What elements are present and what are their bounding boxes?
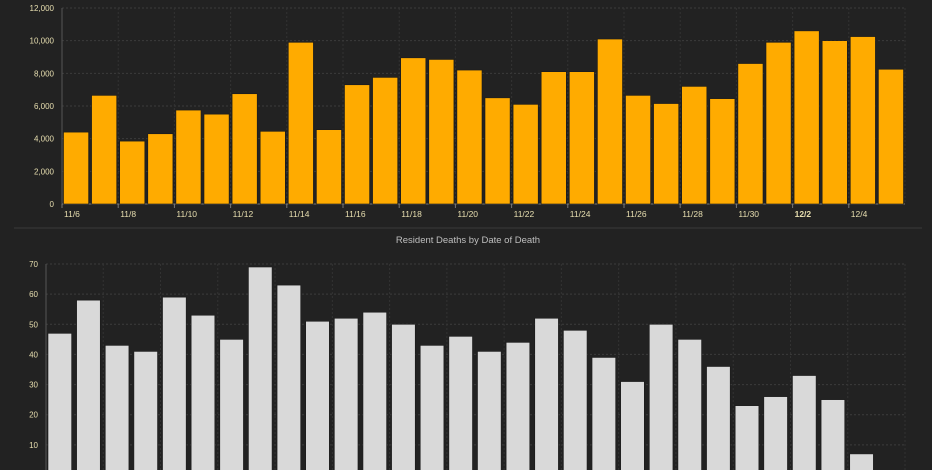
bar bbox=[568, 71, 595, 205]
y-tick-label: 70 bbox=[29, 260, 38, 269]
bar bbox=[316, 129, 342, 205]
y-tick-label: 0 bbox=[50, 200, 55, 209]
bar bbox=[540, 71, 567, 205]
bar bbox=[737, 63, 764, 205]
bar bbox=[448, 336, 473, 470]
bar bbox=[648, 323, 674, 470]
bar bbox=[620, 381, 645, 470]
bar bbox=[591, 357, 616, 470]
bar bbox=[820, 399, 846, 470]
bar bbox=[563, 330, 588, 470]
x-tick-label: 11/20 bbox=[457, 209, 478, 219]
bar bbox=[287, 41, 314, 205]
bar bbox=[849, 453, 874, 470]
bar bbox=[765, 41, 792, 205]
bar bbox=[104, 345, 130, 470]
bar bbox=[372, 77, 399, 205]
y-tick-label: 60 bbox=[29, 290, 38, 299]
y-tick-label: 30 bbox=[29, 381, 38, 390]
x-tick-label: 11/6 bbox=[64, 209, 80, 219]
bar bbox=[175, 109, 202, 205]
bar bbox=[47, 333, 72, 470]
y-tick-label: 6,000 bbox=[34, 102, 55, 111]
x-tick-label: 11/28 bbox=[682, 209, 703, 219]
bar bbox=[597, 38, 623, 205]
bar bbox=[231, 93, 258, 205]
bar bbox=[119, 140, 146, 205]
y-tick-label: 20 bbox=[29, 411, 38, 420]
bar bbox=[512, 104, 539, 205]
bar bbox=[709, 98, 736, 205]
bar bbox=[821, 40, 848, 205]
y-tick-label: 4,000 bbox=[34, 135, 55, 144]
cases-chart: 0 2,000 4,000 6,000 8,000 10,000 12,000 11/6 11/… bbox=[30, 4, 906, 219]
bar bbox=[706, 366, 731, 470]
bar bbox=[534, 317, 559, 470]
bar bbox=[477, 351, 502, 470]
bar bbox=[456, 69, 483, 205]
x-tick-label: 11/12 bbox=[233, 209, 254, 219]
bar bbox=[248, 266, 273, 470]
x-tick-label: 11/22 bbox=[514, 209, 535, 219]
bar bbox=[91, 95, 117, 205]
bar bbox=[792, 375, 817, 470]
y-tick-label: 8,000 bbox=[34, 69, 55, 78]
x-tick-label: 12/4 bbox=[851, 209, 868, 219]
bar bbox=[763, 396, 788, 470]
x-tick-label: 11/14 bbox=[289, 209, 310, 219]
x-tick-label: 12/2 bbox=[795, 209, 812, 219]
bar bbox=[219, 339, 244, 470]
bar bbox=[76, 299, 101, 470]
bar bbox=[681, 86, 708, 205]
x-tick-label: 11/8 bbox=[120, 209, 136, 219]
y-tick-label: 10,000 bbox=[30, 37, 55, 46]
y-tick-label: 40 bbox=[29, 350, 38, 359]
bar bbox=[203, 113, 230, 205]
bar bbox=[849, 36, 876, 205]
bar bbox=[147, 133, 174, 205]
bar bbox=[190, 314, 216, 470]
bar bbox=[428, 59, 455, 205]
bar bbox=[391, 323, 416, 470]
y-tick-label: 50 bbox=[29, 320, 38, 329]
x-tick-label: 11/10 bbox=[176, 209, 197, 219]
x-tick-label: 11/18 bbox=[401, 209, 422, 219]
bar bbox=[677, 339, 702, 470]
bar bbox=[162, 296, 187, 470]
bar bbox=[334, 317, 359, 470]
bar bbox=[305, 320, 330, 470]
bar bbox=[400, 57, 427, 205]
bar bbox=[484, 97, 511, 205]
y-tick-label: 10 bbox=[29, 441, 38, 450]
bar bbox=[344, 84, 370, 205]
bar bbox=[625, 95, 651, 205]
bar bbox=[63, 131, 89, 205]
bar bbox=[653, 103, 679, 205]
bar bbox=[793, 30, 820, 205]
bar bbox=[276, 284, 302, 470]
x-tick-label: 11/24 bbox=[570, 209, 591, 219]
y-tick-label: 2,000 bbox=[34, 167, 55, 176]
bar bbox=[505, 342, 531, 470]
bottom-chart-title: Resident Deaths by Date of Death bbox=[396, 235, 540, 246]
bar bbox=[362, 311, 387, 470]
bar bbox=[133, 351, 158, 470]
bar bbox=[878, 68, 904, 205]
deaths-chart: 10 20 30 40 50 60 70 bbox=[29, 260, 906, 470]
bar bbox=[259, 131, 286, 205]
bar bbox=[734, 405, 760, 470]
bar bbox=[419, 345, 445, 470]
x-tick-label: 11/30 bbox=[738, 209, 759, 219]
x-tick-label: 11/16 bbox=[345, 209, 366, 219]
y-tick-label: 12,000 bbox=[30, 4, 55, 13]
x-tick-label: 11/26 bbox=[626, 209, 647, 219]
